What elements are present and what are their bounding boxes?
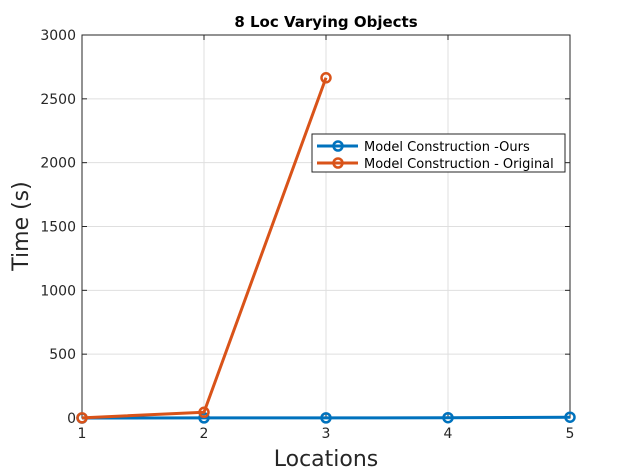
series-line-0: [81, 415, 571, 420]
x-axis-title: Locations: [274, 447, 379, 472]
y-tick-label: 1500: [40, 220, 76, 236]
grid-lines: [81, 34, 571, 419]
y-tick-label: 500: [49, 347, 76, 363]
legend-entry-label: Model Construction - Original: [364, 157, 554, 172]
x-tick-label: 5: [566, 426, 575, 442]
legend-marker: [332, 157, 344, 169]
series-line-1: [81, 77, 328, 420]
data-point: [564, 411, 576, 423]
axis-ticks: 1 2 3 4 5 0 500 1000 1500 2000 2500 3000: [40, 28, 574, 442]
x-tick-label: 3: [322, 426, 331, 442]
data-point: [442, 411, 454, 424]
y-tick-label: 3000: [40, 28, 76, 44]
x-tick-label: 4: [444, 426, 453, 442]
y-tick-label: 0: [67, 411, 76, 427]
y-tick-label: 2500: [40, 92, 76, 108]
data-point: [198, 406, 210, 419]
data-point: [76, 412, 88, 424]
data-point: [320, 412, 332, 424]
x-tick-label: 1: [78, 426, 87, 442]
y-tick-label: 2000: [40, 156, 76, 172]
y-tick-label: 1000: [40, 283, 76, 299]
legend-entry-label: Model Construction -Ours: [364, 140, 530, 155]
legend-box: [311, 133, 566, 173]
x-tick-label: 2: [200, 426, 209, 442]
legend: Model Construction -Ours Model Constructi…: [311, 133, 566, 173]
data-point: [320, 72, 332, 84]
series-layer: [76, 72, 576, 424]
legend-marker: [332, 140, 344, 152]
chart-title: 8 Loc Varying Objects: [234, 13, 417, 31]
y-axis-title: Time (s): [9, 181, 34, 271]
